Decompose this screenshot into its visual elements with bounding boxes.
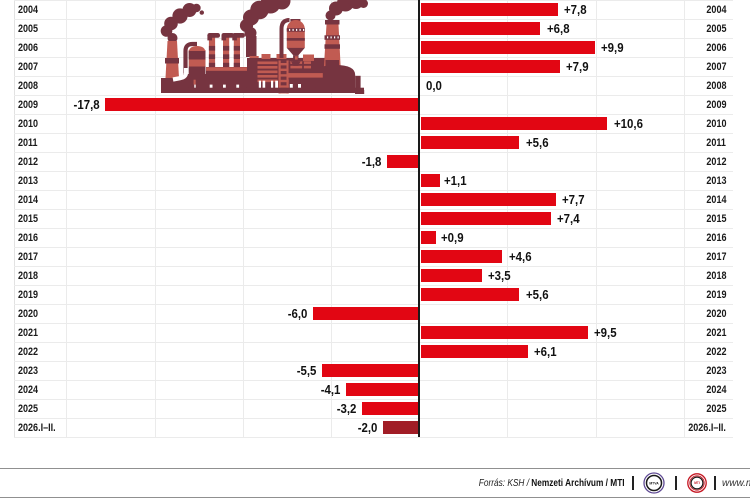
- svg-text:MTVA: MTVA: [649, 481, 659, 485]
- svg-text:MTI: MTI: [694, 481, 700, 485]
